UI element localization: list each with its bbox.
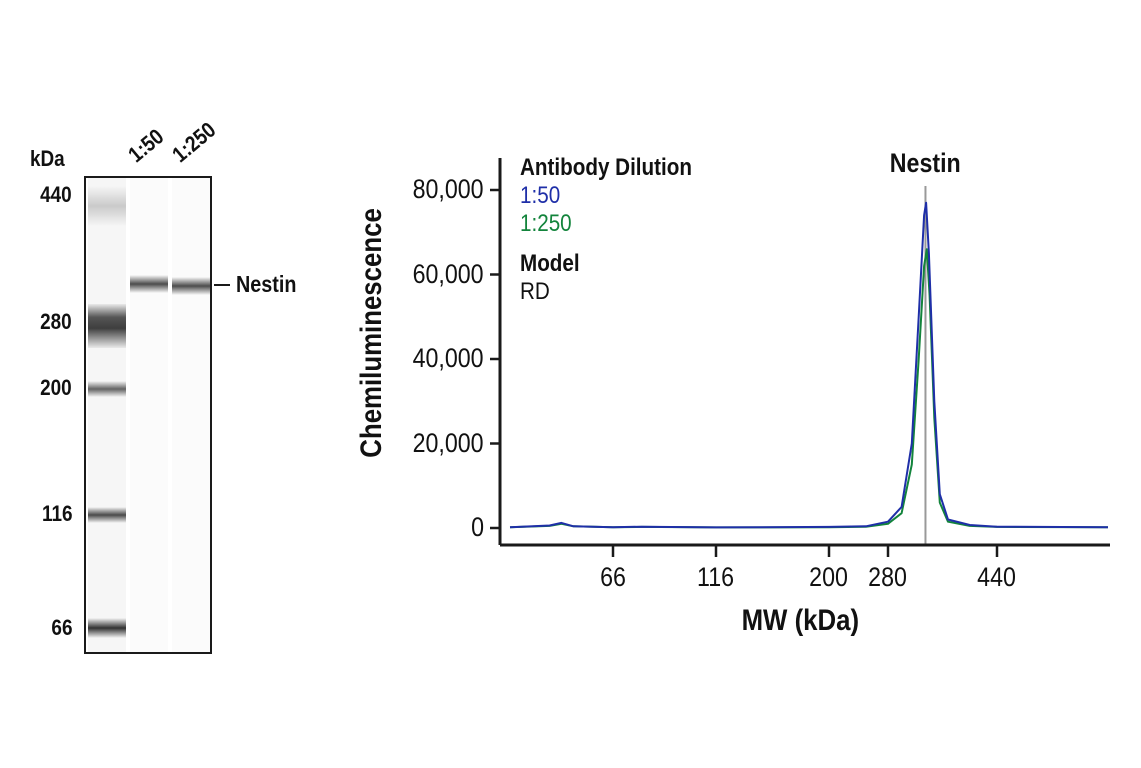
y-tick-label-80000: 80,000: [412, 174, 484, 204]
ladder-band-280: [88, 304, 126, 348]
nestin-band-1-250: [172, 277, 210, 295]
ladder-label-116: 116: [41, 501, 72, 526]
ladder-band-440: [88, 186, 126, 226]
x-tick-label-440: 440: [977, 562, 1017, 592]
x-tick-label-280: 280: [868, 562, 908, 592]
ladder-band-116: [88, 507, 126, 523]
y-tick-label-60000: 60,000: [412, 258, 484, 289]
ladder-label-280: 280: [40, 309, 72, 334]
sample-lane-1-250: [172, 178, 210, 652]
legend-entry-1-250: 1:250: [520, 210, 572, 237]
gel-unit-label: kDa: [30, 146, 70, 172]
x-tick-label-116: 116: [697, 562, 735, 592]
nestin-band-1-50: [130, 275, 168, 293]
nestin-band-tick: [214, 284, 230, 286]
y-tick-label-40000: 40,000: [412, 343, 484, 373]
ladder-lane: [88, 178, 126, 652]
ladder-band-200: [88, 381, 126, 397]
sample-lane-1-50: [130, 178, 168, 652]
gel-unit-text: kDa: [30, 146, 65, 171]
ladder-label-440: 440: [40, 182, 72, 207]
x-axis-title: MW (kDa): [741, 604, 859, 637]
y-tick-label-20000: 20,000: [412, 427, 484, 458]
legend-entry-1-50: 1:50: [520, 182, 561, 209]
series-line-1-50: [509, 201, 1109, 529]
y-tick-label-0: 0: [471, 512, 484, 542]
y-axis-title: Chemiluminescence: [355, 208, 388, 458]
legend-model-value: RD: [520, 278, 550, 305]
ladder-label-66: 66: [50, 615, 72, 640]
chart-legend: Antibody Dilution 1:50 1:250 Model RD: [520, 154, 720, 306]
legend-model-heading: Model: [520, 250, 580, 277]
ladder-band-66: [88, 618, 126, 638]
legend-heading: Antibody Dilution: [520, 154, 692, 181]
x-tick-label-200: 200: [809, 562, 849, 592]
chart-title: Nestin: [889, 148, 961, 178]
ladder-label-200: 200: [40, 375, 72, 400]
x-tick-label-66: 66: [600, 562, 626, 592]
gel-band-label: Nestin: [236, 271, 297, 297]
gel-image: [84, 176, 212, 654]
